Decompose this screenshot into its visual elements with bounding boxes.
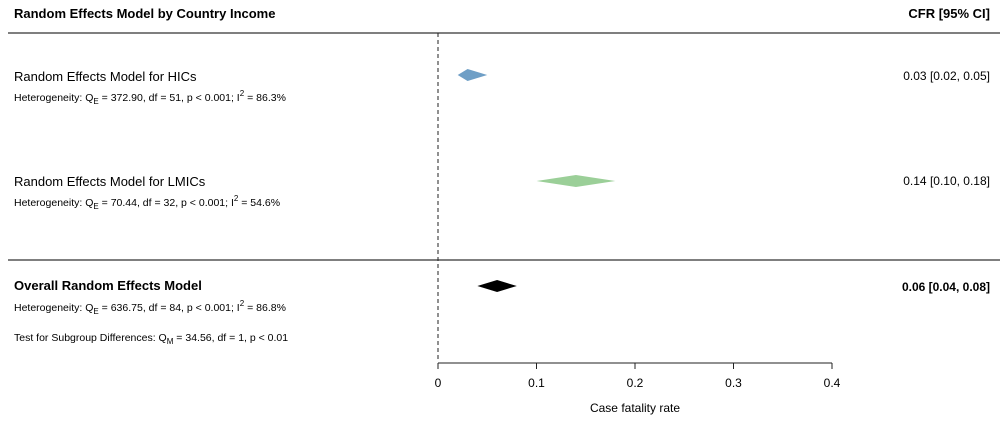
row-heterogeneity-lmics: Heterogeneity: QE = 70.44, df = 32, p < … (14, 194, 280, 211)
row-label-hics: Random Effects Model for HICs (14, 69, 197, 84)
x-tick-label: 0.4 (824, 376, 841, 390)
row-heterogeneity-hics: Heterogeneity: QE = 372.90, df = 51, p <… (14, 89, 286, 106)
row-label-overall: Overall Random Effects Model (14, 278, 202, 293)
row-label-lmics: Random Effects Model for LMICs (14, 174, 206, 189)
diamond-lmics (536, 175, 616, 187)
x-tick-label: 0.2 (627, 376, 644, 390)
estimate-text-lmics: 0.14 [0.10, 0.18] (903, 174, 990, 188)
x-tick-label: 0.1 (528, 376, 545, 390)
estimate-text-overall: 0.06 [0.04, 0.08] (902, 280, 990, 294)
x-tick-label: 0.3 (725, 376, 742, 390)
row-heterogeneity-overall: Heterogeneity: QE = 636.75, df = 84, p <… (14, 299, 286, 316)
chart-title: Random Effects Model by Country Income (14, 6, 275, 21)
x-tick-label: 0 (435, 376, 442, 390)
x-axis: 0 0.1 0.2 0.3 0.4 (435, 362, 841, 390)
subgroup-test: Test for Subgroup Differences: QM = 34.5… (14, 332, 288, 346)
diamond-overall (477, 280, 517, 292)
estimate-text-hics: 0.03 [0.02, 0.05] (903, 69, 990, 83)
diamond-hics (457, 69, 488, 81)
estimate-column-header: CFR [95% CI] (908, 6, 990, 21)
x-axis-label: Case fatality rate (590, 401, 680, 415)
